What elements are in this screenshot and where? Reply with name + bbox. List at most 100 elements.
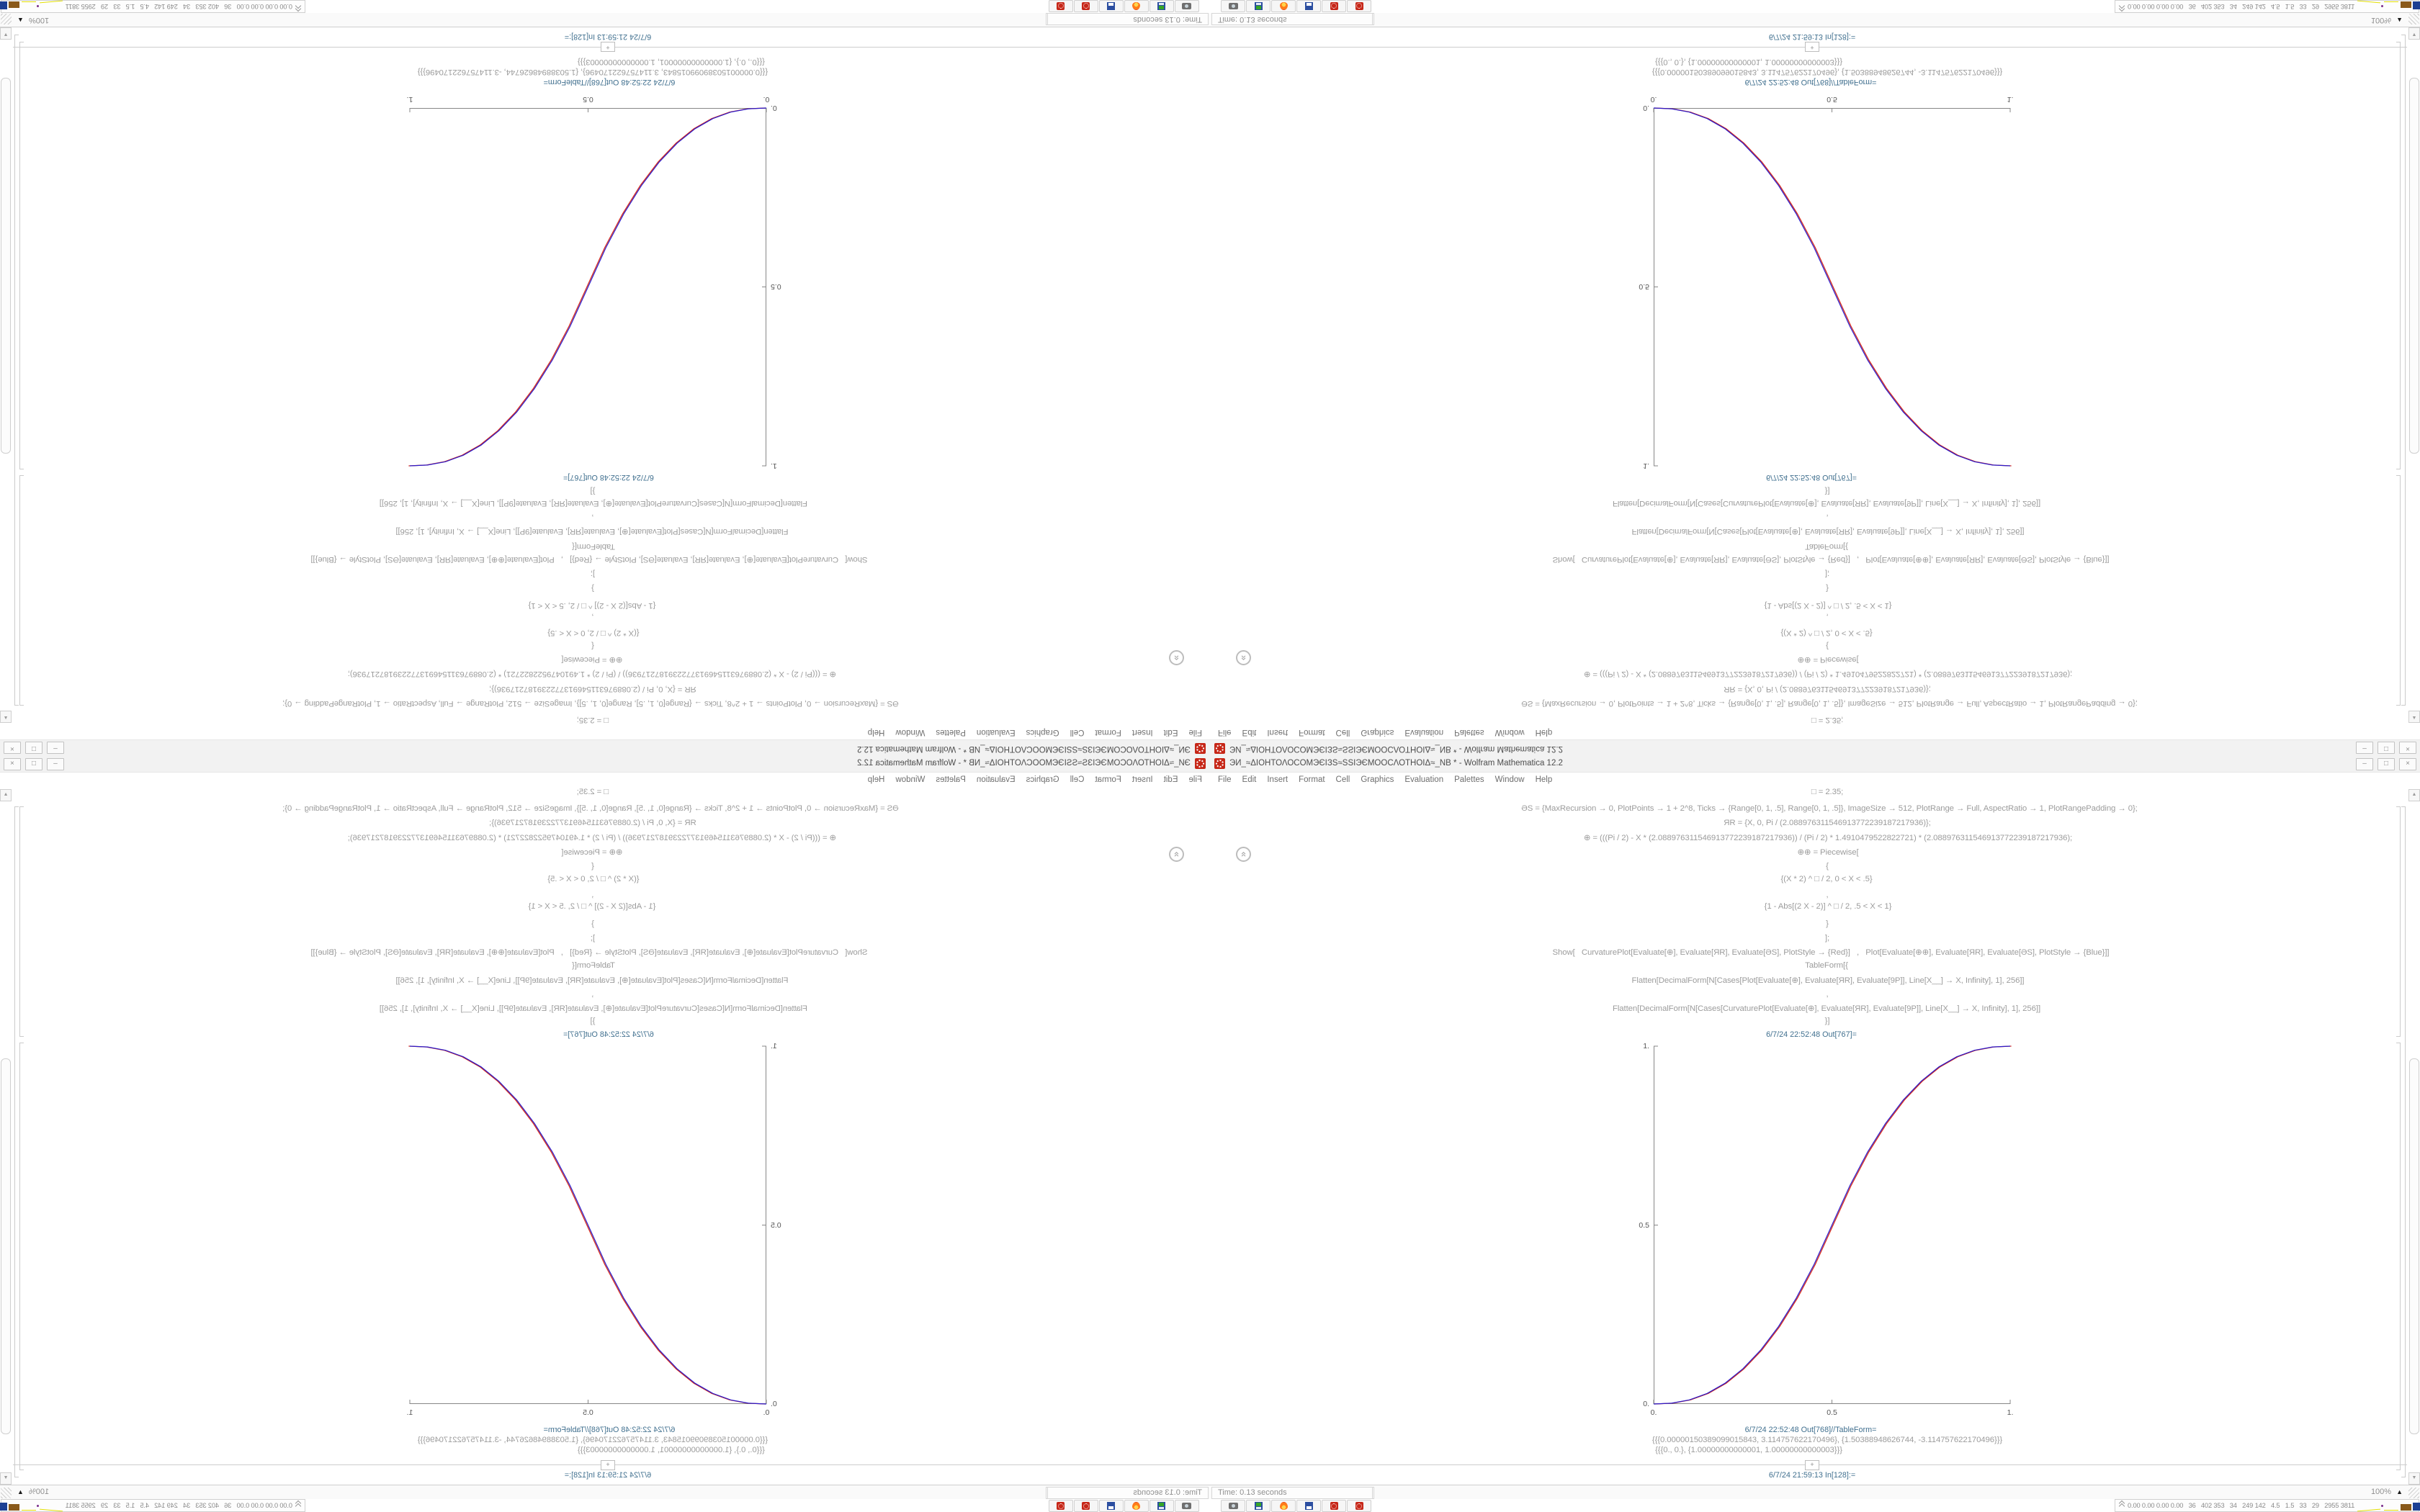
resize-grip-icon[interactable]	[1, 1488, 12, 1498]
scrollbar-thumb[interactable]	[1, 78, 11, 454]
menu-item[interactable]: Edit	[1163, 728, 1178, 737]
menu-item[interactable]: Insert	[1131, 728, 1153, 737]
notebook-line[interactable]: {{{0.00000150389099015843, 3.11475762217…	[417, 68, 768, 76]
cell-group-bracket[interactable]	[2401, 806, 2406, 1477]
menu-item[interactable]: File	[1218, 728, 1232, 737]
menu-item[interactable]: Help	[867, 728, 885, 737]
maximize-button[interactable]: □	[25, 758, 42, 770]
cell-assistant-icon[interactable]: «	[1169, 847, 1184, 862]
taskbar-button[interactable]	[1124, 1500, 1149, 1512]
notebook-line[interactable]: }]	[590, 1017, 596, 1025]
notebook-line[interactable]: Flatten[DecimalForm[N[Cases[Plot[Evaluat…	[395, 527, 789, 536]
maximize-button[interactable]: □	[2378, 742, 2395, 754]
notebook-line[interactable]: ЯR = {X, 0, Pi / (2.08897631154691377223…	[489, 685, 696, 693]
notebook-line[interactable]: ,	[591, 891, 594, 899]
notebook-line[interactable]: {(X * 2) ^ □ / 2, 0 < X < .5}	[547, 875, 640, 883]
menu-item[interactable]: Help	[1535, 728, 1553, 737]
menu-item[interactable]: Window	[1494, 728, 1525, 737]
notebook-line[interactable]: □ = 2.35;	[576, 788, 609, 796]
taskbar-button[interactable]	[1074, 1500, 1098, 1512]
taskbar-button[interactable]	[1175, 0, 1199, 12]
menu-item[interactable]: Palettes	[1454, 728, 1484, 737]
menu-item[interactable]: File	[1188, 728, 1202, 737]
taskbar-button[interactable]	[1246, 1500, 1270, 1512]
title-bar[interactable]: ЭИ_≈ΔΙΟΗΤΟΛΟCΟΜЭЄΙЗЅ≈ЅЅΙЭЄΜΟΟCΛΟΤΗΟΙΔ≈_N…	[1210, 739, 2420, 756]
notebook-line[interactable]: ,	[591, 990, 594, 999]
cell-bracket-input[interactable]	[2396, 806, 2401, 1037]
cell-bracket-input[interactable]	[19, 806, 24, 1037]
cell-group-bracket[interactable]	[14, 806, 19, 1477]
system-tray[interactable]: 0.00 0.00 0.00 0.00 36 402 353 34 249 14…	[2115, 0, 2420, 13]
menu-item[interactable]: Graphics	[1026, 775, 1059, 784]
notebook-line[interactable]: ⊕ = (((Pi / 2) - X * (2.0889763115469137…	[347, 834, 837, 842]
notebook-line[interactable]: }	[591, 584, 594, 593]
notebook-line[interactable]: {	[1826, 642, 1829, 650]
notebook-line[interactable]: }	[1826, 584, 1829, 593]
notebook-line[interactable]: {1 - Abs[(2 X - 2)] ^ □ / 2, .5 < X < 1}	[1764, 601, 1892, 610]
notebook-line[interactable]: }]	[1824, 487, 1830, 495]
notebook-line[interactable]: 6/7/24 21:59:13 In[128]:=	[564, 32, 652, 41]
notebook-line[interactable]: □ = 2.35;	[1811, 788, 1844, 796]
taskbar-button[interactable]	[1049, 1500, 1073, 1512]
menu-item[interactable]: Cell	[1070, 775, 1085, 784]
menu-item[interactable]: Cell	[1335, 775, 1350, 784]
menu-item[interactable]: Graphics	[1361, 728, 1394, 737]
notebook-line[interactable]: □ = 2.35;	[576, 716, 609, 724]
scroll-up-button[interactable]: ▲	[2408, 711, 2420, 723]
notebook-line[interactable]: {{{0.00000150389099015843, 3.11475762217…	[1652, 68, 2003, 76]
notebook-line[interactable]: Show[ CurvaturePlot[Evaluate[⊕], Evaluat…	[310, 948, 868, 957]
maximize-button[interactable]: □	[25, 742, 42, 754]
taskbar-button[interactable]	[1049, 0, 1073, 12]
resize-grip-icon[interactable]	[1, 14, 12, 24]
minimize-button[interactable]: –	[47, 758, 64, 770]
notebook-line[interactable]: 6/7/24 22:52:48 Out[767]=	[563, 1030, 654, 1039]
notebook-line[interactable]: ,	[1826, 613, 1829, 621]
notebook-line[interactable]: Show[ CurvaturePlot[Evaluate[⊕], Evaluat…	[310, 555, 868, 564]
notebook-line[interactable]: ƏS = {MaxRecursion → 0, PlotPoints → 1 +…	[282, 804, 899, 813]
notebook-line[interactable]: ƏS = {MaxRecursion → 0, PlotPoints → 1 +…	[282, 699, 899, 708]
menu-item[interactable]: Window	[895, 775, 926, 784]
taskbar-button[interactable]	[1347, 0, 1371, 12]
menu-item[interactable]: Evaluation	[1404, 775, 1444, 784]
notebook-line[interactable]: }]	[1824, 1017, 1830, 1025]
menu-item[interactable]: Edit	[1242, 775, 1257, 784]
menu-item[interactable]: Palettes	[936, 728, 966, 737]
cell-assistant-icon[interactable]: «	[1236, 847, 1251, 862]
notebook-line[interactable]: {1 - Abs[(2 X - 2)] ^ □ / 2, .5 < X < 1}	[528, 601, 656, 610]
notebook-line[interactable]: {{{0., 0.}, {1.00000000000001, 1.0000000…	[578, 58, 765, 66]
notebook-area[interactable]	[1210, 788, 2420, 1485]
curvature-plot[interactable]	[1653, 107, 2012, 467]
notebook-line[interactable]: ЯR = {X, 0, Pi / (2.08897631154691377223…	[1724, 819, 1931, 827]
insert-cell-plus-icon[interactable]: +	[1805, 42, 1819, 52]
taskbar-button[interactable]	[1150, 1500, 1174, 1512]
resize-grip-icon[interactable]	[2408, 14, 2419, 24]
scrollbar-thumb[interactable]	[1, 1058, 11, 1434]
notebook-line[interactable]: {{{0.00000150389099015843, 3.11475762217…	[1652, 1436, 2003, 1444]
notebook-line[interactable]: ⊕ = (((Pi / 2) - X * (2.0889763115469137…	[347, 670, 837, 678]
notebook-line[interactable]: ⊕⊕ = Piecewise[	[561, 655, 623, 664]
taskbar-button[interactable]	[1099, 0, 1124, 12]
taskbar-button[interactable]	[1296, 1500, 1321, 1512]
cell-group-bracket[interactable]	[2401, 35, 2406, 706]
notebook-line[interactable]: Flatten[DecimalForm[N[Cases[Plot[Evaluat…	[395, 976, 789, 985]
cell-bracket-output[interactable]	[2396, 1043, 2401, 1470]
notebook-line[interactable]: 6/7/24 22:52:48 Out[768]//TableForm=	[1744, 1426, 1877, 1434]
notebook-line[interactable]: 6/7/24 21:59:13 In[128]:=	[564, 1471, 652, 1480]
notebook-line[interactable]: Flatten[DecimalForm[N[Cases[Plot[Evaluat…	[1631, 976, 2025, 985]
menu-item[interactable]: Cell	[1070, 728, 1085, 737]
menu-item[interactable]: File	[1188, 775, 1202, 784]
notebook-line[interactable]: TableForm[{	[1805, 961, 1848, 970]
menu-item[interactable]: Cell	[1335, 728, 1350, 737]
notebook-line[interactable]: {	[1826, 862, 1829, 870]
notebook-line[interactable]: ⊕ = (((Pi / 2) - X * (2.0889763115469137…	[1583, 834, 2073, 842]
maximize-button[interactable]: □	[2378, 758, 2395, 770]
system-tray[interactable]: 0.00 0.00 0.00 0.00 36 402 353 34 249 14…	[2115, 1499, 2420, 1512]
menu-item[interactable]: Evaluation	[976, 728, 1016, 737]
insert-cell-plus-icon[interactable]: +	[1805, 1460, 1819, 1470]
scroll-up-button[interactable]: ▲	[2408, 789, 2420, 801]
notebook-line[interactable]: {(X * 2) ^ □ / 2, 0 < X < .5}	[547, 629, 640, 637]
menu-item[interactable]: Edit	[1163, 775, 1178, 784]
scroll-down-button[interactable]: ▼	[0, 27, 12, 40]
cell-group-bracket[interactable]	[14, 35, 19, 706]
menu-item[interactable]: Evaluation	[976, 775, 1016, 784]
